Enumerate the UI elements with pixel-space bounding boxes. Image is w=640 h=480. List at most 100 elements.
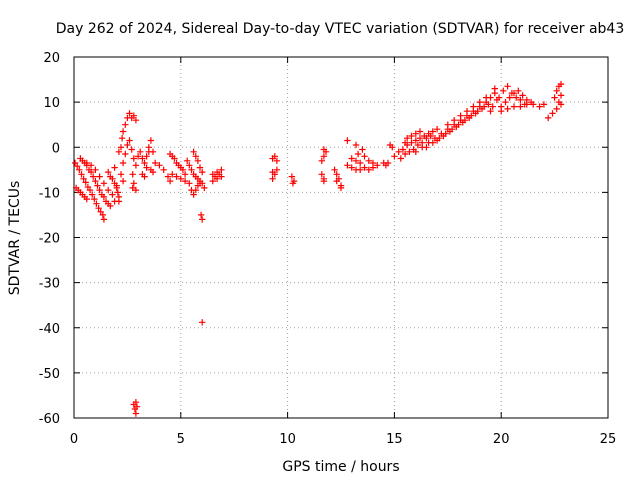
data-point: [111, 164, 118, 171]
data-point: [433, 126, 441, 133]
data-point: [365, 166, 372, 173]
x-tick-label: 25: [600, 432, 617, 447]
data-point: [401, 150, 409, 158]
data-point: [451, 117, 458, 124]
data-point: [491, 85, 498, 92]
data-point: [389, 144, 396, 151]
y-tick-label: -60: [39, 412, 60, 427]
data-point: [369, 159, 377, 167]
data-point: [218, 166, 225, 173]
data-point: [483, 94, 490, 101]
data-point: [197, 211, 205, 219]
y-tick-label: -50: [39, 367, 60, 382]
data-point: [82, 179, 89, 186]
data-point: [166, 177, 174, 185]
data-point: [160, 166, 167, 173]
data-point: [354, 150, 362, 158]
data-point: [96, 173, 103, 180]
data-point: [105, 168, 112, 176]
data-point: [510, 103, 518, 110]
data-point: [457, 112, 464, 119]
data-point: [357, 166, 364, 173]
data-point: [119, 177, 127, 185]
data-point: [115, 148, 123, 155]
data-point: [318, 157, 325, 164]
data-point: [331, 166, 338, 173]
data-point: [181, 177, 189, 185]
data-point: [408, 139, 415, 146]
data-point: [519, 92, 526, 99]
data-point: [412, 130, 419, 137]
data-point: [186, 162, 193, 169]
data-point: [495, 94, 503, 101]
data-point: [489, 103, 496, 110]
data-point: [361, 164, 368, 171]
data-point: [190, 148, 197, 155]
data-point: [156, 162, 163, 169]
data-point: [126, 137, 133, 144]
data-point: [199, 168, 206, 176]
data-point: [555, 98, 563, 106]
y-axis-title: SDTVAR / TECUs: [7, 181, 23, 296]
data-point: [536, 103, 543, 110]
data-point: [113, 182, 120, 189]
data-point: [344, 162, 351, 169]
data-point: [344, 137, 351, 144]
data-point: [139, 155, 146, 162]
data-point: [137, 148, 144, 155]
data-point: [100, 193, 108, 201]
data-point: [132, 162, 140, 169]
data-point: [429, 139, 436, 146]
data-point: [196, 164, 204, 171]
data-point: [504, 105, 511, 113]
data-point: [416, 128, 424, 135]
data-point: [95, 205, 102, 212]
data-point: [130, 112, 137, 119]
data-point: [152, 159, 159, 167]
y-tick-label: -30: [39, 277, 60, 292]
data-point: [478, 105, 486, 113]
data-point: [129, 171, 136, 178]
data-point: [487, 108, 494, 115]
x-axis-tick-labels: 0 5 10 15 20 25: [70, 432, 616, 447]
y-tick-label: 0: [52, 141, 60, 156]
data-point: [119, 128, 127, 135]
data-point: [380, 159, 387, 167]
data-point: [164, 173, 172, 180]
data-point: [130, 155, 137, 162]
data-point: [288, 173, 296, 180]
data-point: [149, 148, 157, 155]
data-point: [209, 177, 216, 185]
data-point: [500, 87, 507, 94]
data-point: [513, 94, 520, 101]
data-point: [211, 173, 219, 180]
data-point: [76, 166, 83, 173]
data-point: [352, 157, 360, 164]
data-point: [333, 177, 340, 185]
x-tick-label: 10: [279, 432, 296, 447]
data-point: [145, 144, 152, 151]
data-point: [337, 184, 345, 192]
data-point: [433, 137, 441, 144]
data-point: [485, 101, 492, 108]
data-point: [117, 144, 125, 151]
data-point: [423, 144, 430, 151]
data-point: [416, 135, 424, 142]
data-point: [320, 153, 328, 160]
data-point: [216, 171, 223, 178]
data-point: [143, 164, 150, 171]
data-point: [83, 195, 90, 203]
data-point: [133, 403, 141, 410]
y-axis-tick-labels: 20 10 0 -10 -20 -30 -40 -50 -60: [39, 51, 60, 427]
data-point: [446, 128, 454, 135]
data-point: [348, 155, 355, 162]
data-point: [333, 171, 340, 178]
data-point: [271, 171, 278, 178]
data-point: [80, 175, 87, 182]
data-point: [89, 191, 96, 198]
data-point: [508, 89, 516, 97]
data-point: [406, 148, 413, 155]
y-tick-label: -20: [39, 232, 60, 247]
data-point: [269, 175, 276, 182]
